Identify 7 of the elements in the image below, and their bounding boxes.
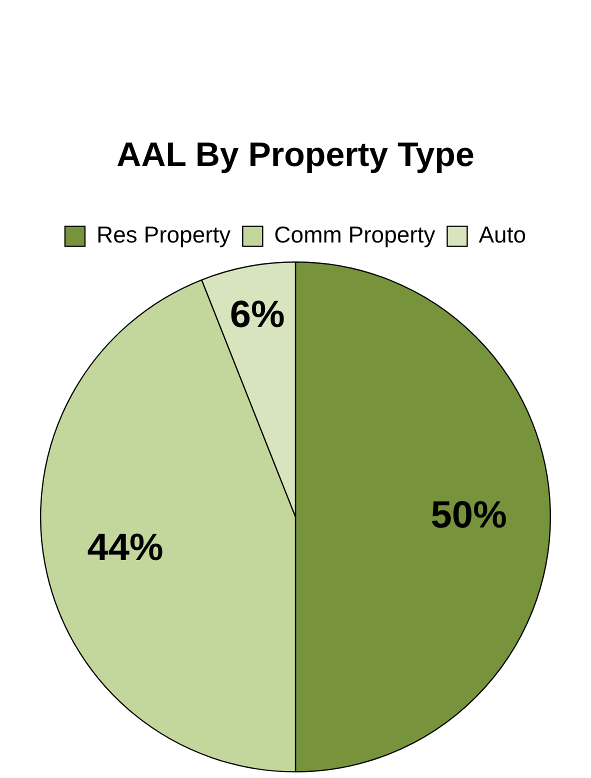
data-label: 50% <box>430 494 507 536</box>
legend-label: Res Property <box>96 222 232 248</box>
data-label: 6% <box>230 294 285 336</box>
data-label: 44% <box>87 526 164 569</box>
chart-title: AAL By Property Type <box>116 136 474 174</box>
legend-label: Auto <box>478 222 526 248</box>
legend-label: Comm Property <box>274 222 436 248</box>
